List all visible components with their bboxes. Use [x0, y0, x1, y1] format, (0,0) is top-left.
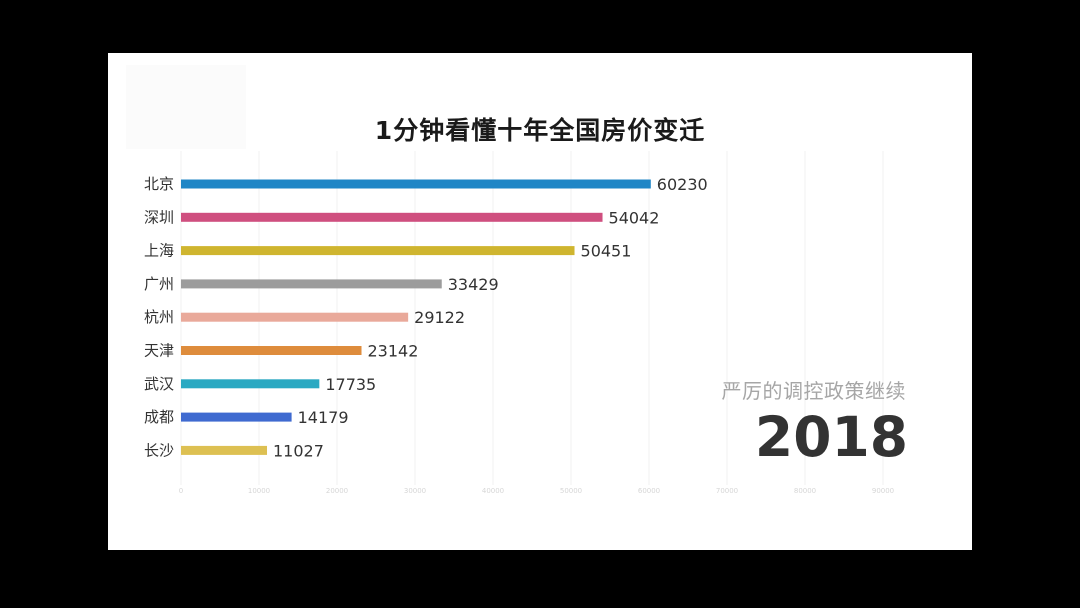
bar — [181, 346, 362, 355]
category-label: 广州 — [144, 275, 174, 293]
bar — [181, 179, 651, 189]
x-tick-label: 70000 — [716, 487, 738, 495]
bar — [181, 312, 409, 322]
value-label: 29122 — [414, 308, 465, 327]
logo-placeholder — [126, 65, 246, 149]
x-tick-label: 60000 — [638, 487, 660, 495]
category-label: 长沙 — [144, 441, 174, 459]
chart-frame: 1分钟看懂十年全国房价变迁 0 10000 20000 30000 40000 50000… — [108, 53, 972, 550]
x-tick-label: 40000 — [482, 487, 504, 495]
bar — [181, 246, 575, 256]
chart-title: 1分钟看懂十年全国房价变迁 — [374, 116, 706, 145]
bar — [181, 279, 442, 289]
value-label: 50451 — [581, 242, 632, 261]
year-label: 2018 — [754, 405, 908, 469]
x-tick-label: 90000 — [872, 487, 894, 495]
bar — [181, 445, 268, 455]
category-label: 天津 — [144, 342, 174, 360]
chart-annotation: 严厉的调控政策继续 — [721, 379, 906, 403]
value-label: 33429 — [448, 275, 499, 294]
bar — [181, 412, 292, 422]
category-label: 北京 — [144, 175, 174, 193]
value-label: 54042 — [609, 208, 660, 227]
category-label: 上海 — [144, 242, 174, 260]
value-label: 14179 — [298, 408, 349, 427]
bar — [181, 379, 320, 389]
category-label: 杭州 — [144, 308, 174, 326]
x-tick-label: 80000 — [794, 487, 816, 495]
x-tick-label: 10000 — [248, 487, 270, 495]
value-label: 60230 — [657, 175, 708, 194]
category-label: 成都 — [144, 408, 174, 426]
x-tick-label: 20000 — [326, 487, 348, 495]
value-label: 23142 — [368, 342, 419, 361]
category-label: 武汉 — [144, 375, 174, 393]
x-tick-label: 0 — [179, 487, 183, 495]
x-tick-label: 50000 — [560, 487, 582, 495]
x-tick-label: 30000 — [404, 487, 426, 495]
bar — [181, 212, 603, 222]
value-label: 11027 — [273, 441, 324, 460]
category-label: 深圳 — [144, 208, 174, 226]
value-label: 17735 — [325, 375, 376, 394]
bar-chart: 0 10000 20000 30000 40000 50000 60000 70000 8000… — [144, 151, 894, 495]
